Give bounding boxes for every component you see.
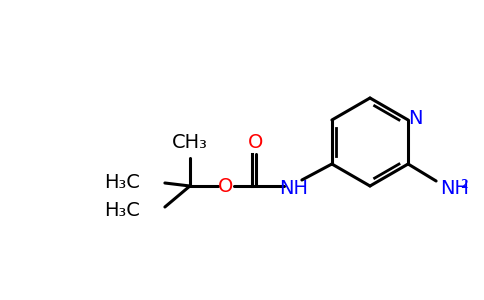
Text: N: N (408, 110, 423, 128)
Text: 2: 2 (460, 178, 468, 190)
Text: H₃C: H₃C (104, 173, 140, 193)
Text: NH: NH (279, 178, 308, 197)
Text: NH: NH (440, 178, 469, 197)
Text: O: O (218, 176, 234, 196)
Text: H₃C: H₃C (104, 202, 140, 220)
Text: CH₃: CH₃ (172, 134, 208, 152)
Text: O: O (248, 134, 264, 152)
